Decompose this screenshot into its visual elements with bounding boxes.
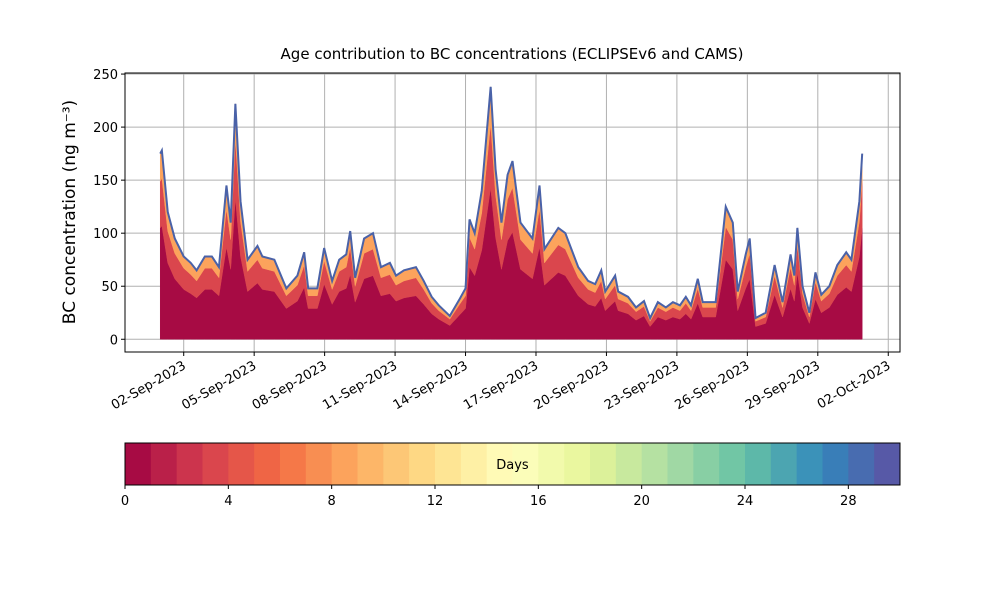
colorbar-tick-label: 28 [840,494,857,509]
colorbar-tick-label: 0 [121,494,129,509]
colorbar-bin [719,443,746,485]
colorbar-bin [202,443,229,485]
x-tick-label: 20-Sep-2023 [532,358,612,413]
colorbar-bin [745,443,772,485]
y-axis-label: BC concentration (ng m⁻³) [60,100,80,324]
colorbar-tick-label: 20 [633,494,650,509]
plot-frame [124,72,901,353]
colorbar-bin [357,443,384,485]
colorbar-bin [512,443,539,485]
x-tick-label: 02-Oct-2023 [815,358,893,412]
y-tick-label: 0 [110,333,118,348]
x-tick-label: 29-Sep-2023 [743,358,823,413]
x-tick-label: 08-Sep-2023 [250,358,330,413]
colorbar-tick-label: 12 [427,494,444,509]
colorbar-tick-label: 8 [328,494,336,509]
x-tick-label: 14-Sep-2023 [391,358,471,413]
y-tick-label: 250 [93,68,118,83]
colorbar-bin [460,443,488,485]
y-tick-label: 50 [101,280,118,295]
colorbar-bin [693,443,720,485]
colorbar-bin [254,443,281,485]
x-tick-label: 11-Sep-2023 [320,358,400,413]
x-tick-label: 05-Sep-2023 [179,358,259,413]
colorbar-tick-label: 16 [530,494,547,509]
colorbar-bin [486,443,513,485]
colorbar-bin [848,443,875,485]
colorbar-bin [383,443,410,485]
x-tick-label: 02-Sep-2023 [109,358,189,413]
colorbar-bin [667,443,694,485]
y-tick-label: 100 [93,227,118,242]
colorbar-bin [615,443,643,485]
colorbar-bin [409,443,436,485]
total-outline [159,86,864,321]
colorbar-bin [822,443,849,485]
colorbar-bin [770,443,798,485]
colorbar-bin [280,443,307,485]
chart-title: Age contribution to BC concentrations (E… [281,45,744,63]
colorbar-bin [874,443,901,485]
colorbar-tick-label: 24 [737,494,754,509]
colorbar-bin [796,443,823,485]
colorbar-bin [641,443,668,485]
colorbar-bin [305,443,333,485]
colorbar-bin [590,443,617,485]
colorbar-frame [124,442,901,486]
y-tick-label: 150 [93,174,118,189]
colorbar-tick-label: 4 [224,494,232,509]
colorbar-bin [228,443,255,485]
colorbar-bin [176,443,203,485]
colorbar-bin [150,443,178,485]
colorbar-bin [125,443,152,485]
colorbar-bin [435,443,462,485]
x-tick-label: 23-Sep-2023 [602,358,682,413]
colorbar-label: Days [496,458,529,473]
x-tick-label: 26-Sep-2023 [673,358,753,413]
colorbar-bin [538,443,565,485]
y-tick-label: 200 [93,121,118,136]
x-tick-label: 17-Sep-2023 [461,358,541,413]
colorbar-bin [331,443,358,485]
colorbar-bin [564,443,591,485]
